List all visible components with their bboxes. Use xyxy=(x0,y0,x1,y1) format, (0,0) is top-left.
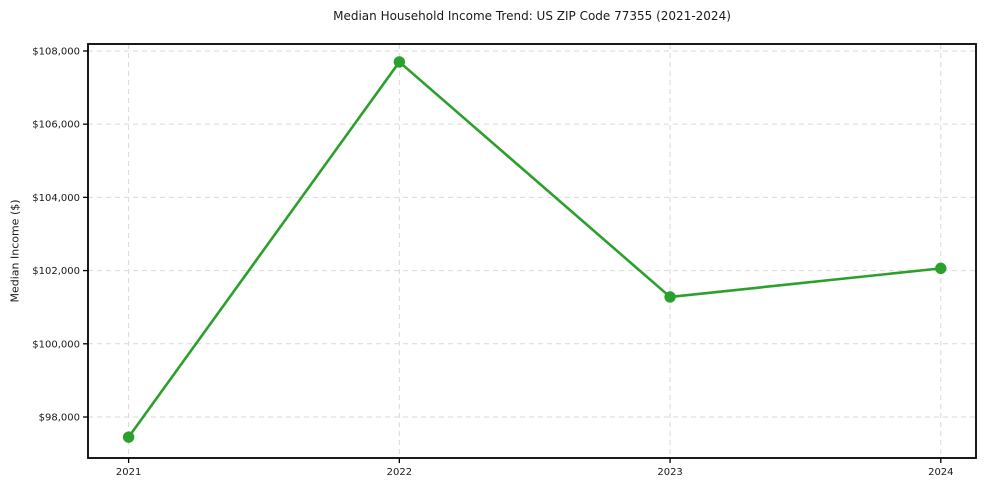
x-tick-label: 2024 xyxy=(928,467,953,478)
x-tick-label: 2023 xyxy=(657,467,682,478)
y-tick-label: $98,000 xyxy=(39,413,80,424)
y-tick-label: $106,000 xyxy=(32,120,80,131)
y-tick-label: $100,000 xyxy=(32,339,80,350)
y-tick-label: $102,000 xyxy=(32,266,80,277)
data-point-marker xyxy=(935,262,947,275)
chart-title: Median Household Income Trend: US ZIP Co… xyxy=(333,9,731,23)
x-tick-label: 2022 xyxy=(387,467,412,478)
data-point-marker xyxy=(664,291,676,303)
y-tick-label: $104,000 xyxy=(32,193,80,204)
y-tick-label: $108,000 xyxy=(32,46,80,57)
plot-border xyxy=(87,43,977,459)
x-tick-label: 2021 xyxy=(116,467,141,478)
data-point-marker xyxy=(393,56,406,68)
data-point-marker xyxy=(122,431,135,443)
data-line xyxy=(127,60,943,439)
